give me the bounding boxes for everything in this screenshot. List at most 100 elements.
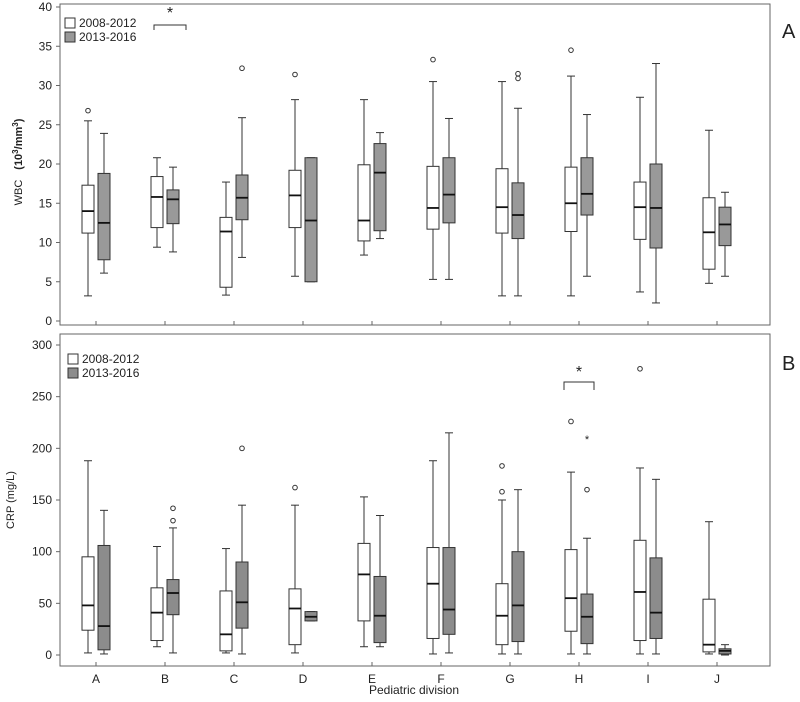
box-D-2008-2012 (288, 71, 302, 277)
x-tick-label-A: A (92, 672, 100, 686)
outlier-point (499, 463, 505, 469)
x-tick-label-I: I (646, 672, 649, 686)
box-J-2013-2016 (718, 644, 732, 656)
y-tick-label: 100 (32, 545, 52, 559)
x-tick-label-J: J (714, 672, 720, 686)
box-E-2013-2016 (373, 515, 387, 648)
iqr-box (426, 547, 440, 639)
legend-swatch-2008-2012 (64, 17, 76, 29)
box-J-2013-2016 (718, 191, 732, 277)
iqr-box (633, 181, 647, 240)
panel-b-label: B (782, 353, 795, 375)
iqr-box (633, 539, 647, 642)
iqr-box (511, 551, 525, 643)
y-tick-label: 250 (32, 390, 52, 404)
box-B-2008-2012 (150, 546, 164, 648)
x-tick-label-E: E (368, 672, 376, 686)
iqr-box (564, 549, 578, 632)
iqr-box (357, 542, 371, 622)
iqr-box (511, 182, 525, 240)
significance-star-h: * (576, 364, 582, 381)
outlier-point (170, 505, 176, 512)
legend-label-2008-2012: 2008-2012 (79, 16, 137, 30)
box-C-2013-2016 (235, 445, 249, 655)
box-F-2008-2012 (426, 56, 440, 280)
panel-a-label: A (782, 21, 796, 43)
box-F-2008-2012 (426, 460, 440, 655)
box-H-2008-2012 (564, 418, 578, 655)
legend-swatch-2013-2016 (64, 31, 76, 43)
box-B-2013-2016 (166, 166, 180, 253)
legend-label-2008-2012: 2008-2012 (82, 352, 140, 366)
iqr-box (81, 556, 95, 631)
box-I-2013-2016 (649, 63, 663, 304)
box-B-2008-2012 (150, 157, 164, 248)
outlier-point (239, 65, 245, 72)
iqr-box (426, 165, 440, 230)
x-tick-label-G: G (505, 672, 514, 686)
box-D-2013-2016 (304, 611, 318, 622)
iqr-box (442, 157, 456, 224)
outlier-point (568, 418, 574, 425)
iqr-box (97, 172, 111, 261)
box-A-2008-2012 (81, 107, 95, 297)
panel-b-significance: * (563, 364, 595, 390)
box-G-2008-2012 (495, 463, 509, 655)
panel-a-frame (59, 3, 771, 326)
y-tick-label: 40 (39, 0, 53, 14)
iqr-box (166, 579, 180, 616)
box-A-2013-2016 (97, 132, 111, 274)
iqr-box (373, 575, 387, 644)
panel-a-legend: 2008-2012 2013-2016 (64, 16, 137, 44)
iqr-box (150, 587, 164, 642)
outlier-point (584, 486, 590, 493)
legend-label-2013-2016: 2013-2016 (82, 366, 140, 380)
y-tick-label: 35 (39, 39, 53, 53)
iqr-box (580, 593, 594, 645)
box-D-2008-2012 (288, 484, 302, 654)
box-C-2013-2016 (235, 65, 249, 258)
box-E-2008-2012 (357, 496, 371, 648)
panel-b: B CRP (mg/L) 0 50 100 150 200 250 300 A B C D E F G H I… (5, 333, 795, 697)
box-A-2013-2016 (97, 509, 111, 655)
box-I-2013-2016 (649, 478, 663, 655)
iqr-box (649, 163, 663, 249)
outlier-point (637, 365, 643, 372)
panel-a-ylabel: WBC(103/mm3) (11, 118, 25, 205)
y-tick-label: 0 (45, 648, 52, 662)
outlier-point (515, 70, 521, 77)
y-tick-label: 5 (45, 275, 52, 289)
y-tick-label: 30 (39, 79, 53, 93)
x-tick-label-C: C (230, 672, 239, 686)
y-tick-label: 0 (45, 314, 52, 328)
x-tick-label-D: D (299, 672, 308, 686)
box-I-2008-2012 (633, 365, 647, 655)
y-tick-label: 50 (39, 596, 53, 610)
iqr-box (97, 544, 111, 651)
legend-swatch-2013-2016 (67, 367, 79, 379)
box-H-2013-2016 (580, 114, 594, 277)
panel-a: A WBC(103/mm3) 0 5 10 15 20 25 30 35 40 2008-201… (11, 0, 796, 328)
iqr-box (288, 169, 302, 229)
box-C-2008-2012 (219, 548, 233, 654)
y-tick-label: 10 (39, 236, 53, 250)
iqr-box (580, 157, 594, 216)
box-F-2013-2016 (442, 432, 456, 654)
iqr-box (718, 206, 732, 247)
iqr-box (702, 598, 716, 653)
box-E-2013-2016 (373, 132, 387, 240)
y-tick-label: 200 (32, 441, 52, 455)
panel-b-frame (59, 333, 771, 667)
y-tick-label: 300 (32, 338, 52, 352)
extreme-point: * (585, 434, 590, 446)
iqr-box (373, 143, 387, 232)
x-tick-label-H: H (575, 672, 584, 686)
panel-b-legend: 2008-2012 2013-2016 (67, 352, 140, 380)
iqr-box (649, 557, 663, 639)
outlier-point (515, 75, 521, 82)
box-A-2008-2012 (81, 460, 95, 654)
significance-star-b: * (167, 5, 173, 22)
x-axis-label: Pediatric division (369, 683, 459, 697)
box-C-2008-2012 (219, 181, 233, 296)
